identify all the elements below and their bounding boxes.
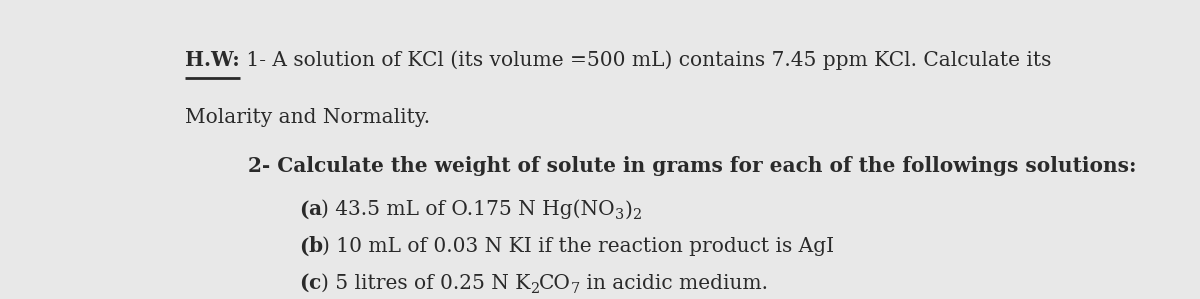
Text: 2: 2	[632, 208, 641, 222]
Text: Molarity and Normality.: Molarity and Normality.	[185, 108, 431, 127]
Text: (: (	[299, 236, 308, 256]
Text: a: a	[308, 199, 322, 219]
Text: 1- A solution of KCl (its volume =500 mL) contains 7.45 ppm KCl. Calculate its: 1- A solution of KCl (its volume =500 mL…	[240, 50, 1051, 70]
Text: 7: 7	[571, 282, 580, 296]
Text: ) 10 mL of 0.03 N KI if the reaction product is AgI: ) 10 mL of 0.03 N KI if the reaction pro…	[323, 237, 834, 256]
Text: 2- Calculate the weight of solute in grams for each of the followings solutions:: 2- Calculate the weight of solute in gra…	[247, 156, 1136, 176]
Text: 2: 2	[530, 282, 539, 296]
Text: H.W:: H.W:	[185, 50, 240, 70]
Text: b: b	[308, 236, 323, 256]
Text: ): )	[624, 200, 632, 219]
Text: ) 43.5 mL of O.175 N Hg(NO: ) 43.5 mL of O.175 N Hg(NO	[322, 200, 616, 219]
Text: in acidic medium.: in acidic medium.	[580, 274, 768, 293]
Text: (: (	[299, 199, 308, 219]
Text: 3: 3	[616, 208, 624, 222]
Text: CO: CO	[539, 274, 571, 293]
Text: (: (	[299, 273, 308, 293]
Text: c: c	[308, 273, 320, 293]
Text: ) 5 litres of 0.25 N K: ) 5 litres of 0.25 N K	[320, 274, 530, 293]
